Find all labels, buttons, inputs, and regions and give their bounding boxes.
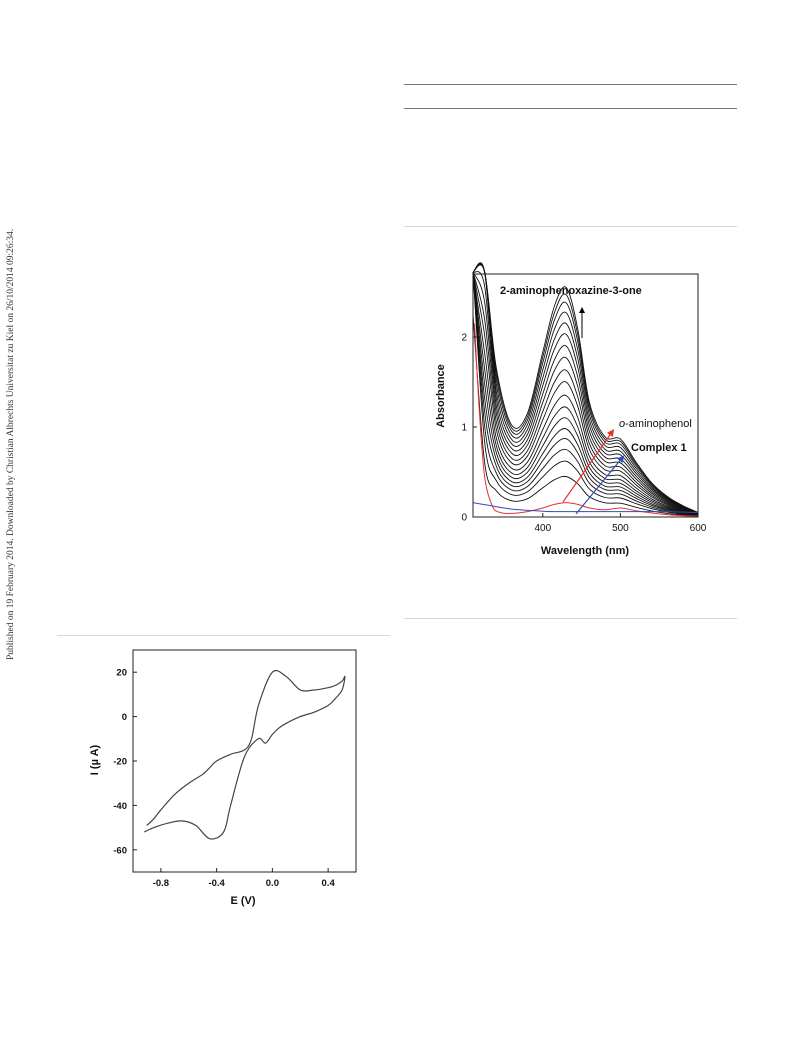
absorbance-series-7	[472, 271, 699, 516]
absorbance-series-16	[472, 263, 699, 514]
absorbance-series-13	[472, 262, 699, 514]
y-tick-label: 2	[461, 333, 467, 344]
blue-series-label: Complex 1	[631, 442, 687, 454]
absorbance-series-15	[472, 263, 699, 514]
absorbance-series-11	[472, 271, 699, 515]
cv-y-tick-label: 0	[122, 712, 127, 723]
figure-rule-top	[404, 226, 737, 227]
absorbance-curves	[472, 262, 699, 517]
absorbance-series-4	[472, 271, 699, 516]
blue-series-line	[472, 502, 699, 513]
cv-y-tick-label: -40	[113, 801, 127, 812]
absorbance-top-label: 2-aminophenoxazine-3-one	[500, 285, 642, 297]
cv-y-tick-label: 20	[116, 668, 127, 679]
cv-ticks: -0.8 -0.4 0.0 0.4 20 0 -20 -40 -60	[113, 668, 335, 889]
absorbance-x-label: Wavelength (nm)	[541, 545, 630, 557]
cv-x-label: E (V)	[230, 895, 255, 907]
cv-plot-frame	[132, 649, 357, 873]
absorbance-series-2	[472, 271, 699, 517]
red-series-arrow	[562, 429, 615, 503]
y-tick-label: 0	[461, 513, 467, 524]
top-rule-2	[404, 108, 737, 109]
cv-y-label: I (µ A)	[89, 744, 101, 775]
figure-rule-bottom	[404, 618, 737, 619]
cv-x-tick-label: -0.4	[208, 878, 225, 889]
x-tick-label: 400	[534, 523, 551, 534]
absorbance-series-17	[472, 264, 699, 514]
absorbance-series-12	[472, 271, 699, 515]
absorbance-series-5	[472, 271, 699, 516]
blue-series-arrow	[575, 455, 625, 515]
absorbance-series-14	[472, 262, 699, 514]
absorbance-series-3	[472, 271, 699, 517]
absorbance-ticks: 400 500 600 0 1 2	[461, 333, 706, 535]
absorbance-y-label: Absorbance	[435, 364, 447, 428]
cv-curve	[143, 669, 346, 840]
cv-x-tick-label: -0.8	[153, 878, 169, 889]
cv-x-tick-label: 0.0	[266, 878, 279, 889]
absorbance-series-10	[472, 271, 699, 515]
red-series-label: o-aminophenol	[619, 418, 692, 430]
cv-x-tick-label: 0.4	[322, 878, 336, 889]
x-tick-label: 500	[612, 523, 629, 534]
absorbance-series-9	[472, 271, 699, 515]
absorbance-plot-frame	[472, 273, 699, 518]
absorbance-series-18	[472, 264, 699, 513]
top-rule-1	[404, 84, 737, 85]
x-tick-label: 600	[690, 523, 707, 534]
absorbance-series-8	[472, 271, 699, 516]
y-tick-label: 1	[461, 423, 467, 434]
left-figure-rule	[57, 635, 390, 636]
cv-y-tick-label: -20	[113, 757, 127, 768]
red-series-line	[474, 323, 699, 517]
absorbance-series-6	[472, 271, 699, 516]
cv-y-tick-label: -60	[113, 845, 127, 856]
